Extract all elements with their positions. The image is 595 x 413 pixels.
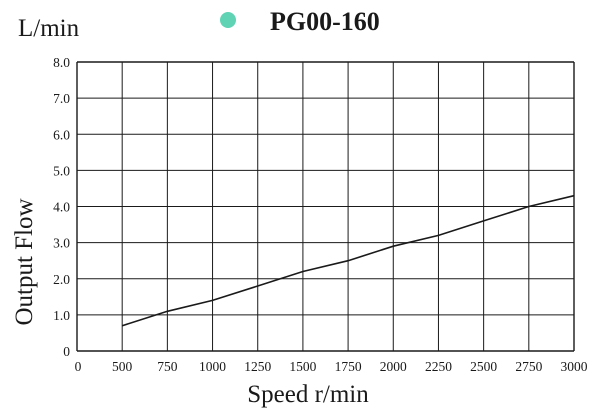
y-tick-labels: 0 1.0 2.0 3.0 4.0 5.0 6.0 7.0 8.0 (53, 55, 70, 359)
x-tick-labels: 0 500 750 1000 1250 1500 1750 2000 2250 2500 2750 3… (75, 359, 588, 374)
y-tick-label: 8.0 (53, 55, 70, 70)
y-tick-label: 5.0 (53, 163, 70, 178)
x-tick-label: 1250 (244, 359, 271, 374)
unit-label: L/min (18, 15, 80, 42)
y-tick-label: 0 (63, 344, 70, 359)
x-tick-label: 500 (112, 359, 133, 374)
y-tick-label: 3.0 (53, 236, 70, 251)
y-tick-label: 2.0 (53, 272, 70, 287)
x-tick-label: 2500 (470, 359, 497, 374)
x-tick-label: 2000 (380, 359, 407, 374)
y-tick-label: 1.0 (53, 308, 70, 323)
x-tick-label: 1500 (289, 359, 316, 374)
chart-title: PG00-160 (270, 7, 380, 36)
legend-marker (220, 12, 236, 28)
x-tick-label: 2250 (425, 359, 452, 374)
y-tick-label: 7.0 (53, 91, 70, 106)
x-tick-label: 1750 (335, 359, 362, 374)
y-tick-label: 4.0 (53, 200, 70, 215)
x-tick-label: 2750 (515, 359, 542, 374)
series-line (121, 194, 575, 327)
x-axis-label: Speed r/min (247, 381, 369, 408)
x-tick-label: 3000 (561, 359, 588, 374)
x-tick-label: 750 (157, 359, 178, 374)
y-axis-label: Output Flow (11, 198, 38, 325)
grid (76, 61, 575, 352)
x-tick-label: 1000 (199, 359, 226, 374)
x-tick-label: 0 (75, 359, 82, 374)
y-tick-label: 6.0 (53, 127, 70, 142)
